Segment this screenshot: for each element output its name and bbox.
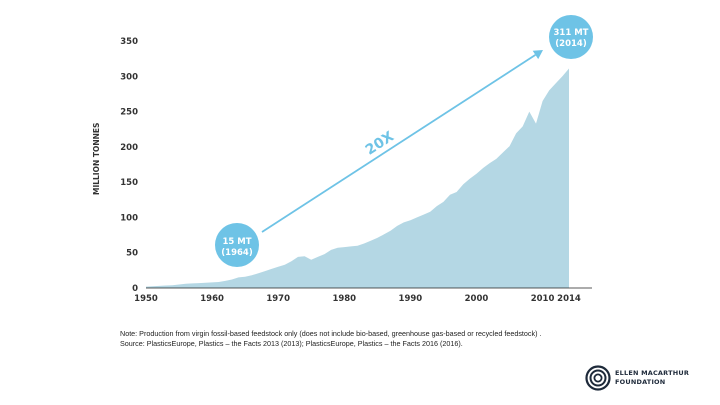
- y-tick-label: 50: [126, 249, 138, 259]
- brand-logo: ELLEN MACARTHUR FOUNDATION: [585, 363, 705, 393]
- y-axis-label: MILLION TONNES: [92, 123, 101, 195]
- footnote-source: Source: PlasticsEurope, Plastics – the F…: [120, 339, 463, 348]
- y-tick-label: 100: [120, 213, 138, 223]
- y-tick-label: 350: [120, 37, 138, 47]
- x-tick-label: 2000: [465, 294, 489, 304]
- x-tick-label: 2010: [531, 294, 555, 304]
- y-tick-label: 200: [120, 143, 138, 153]
- x-tick-label: 1970: [266, 294, 290, 304]
- y-tick-label: 150: [120, 178, 138, 188]
- start-value-label: 15 MT: [222, 237, 251, 247]
- area-series: [146, 68, 569, 288]
- concentric-circles-logo-icon: [585, 365, 611, 391]
- x-tick-label: 1950: [134, 294, 158, 304]
- growth-arrow-head: [532, 50, 543, 60]
- y-axis-ticks: 350 300 250 200 150 100 50 0: [120, 37, 138, 294]
- growth-arrow: [261, 54, 536, 233]
- y-tick-label: 300: [120, 72, 138, 82]
- brand-name-line2: FOUNDATION: [615, 377, 666, 386]
- footnote-note: Note: Production from virgin fossil-base…: [120, 329, 542, 338]
- brand-name-line1: ELLEN MACARTHUR: [615, 369, 690, 377]
- start-value-bubble: 15 MT (1964): [215, 223, 259, 267]
- y-tick-label: 0: [132, 284, 138, 294]
- x-tick-label: 2014: [557, 294, 581, 304]
- multiplier-label: 20X: [363, 129, 397, 159]
- end-value-label: 311 MT: [554, 28, 589, 38]
- end-value-bubble: 311 MT (2014): [549, 15, 593, 59]
- x-tick-label: 1960: [200, 294, 224, 304]
- y-tick-label: 250: [120, 108, 138, 118]
- x-tick-label: 1990: [399, 294, 423, 304]
- end-year-label: (2014): [555, 39, 587, 49]
- start-year-label: (1964): [221, 248, 253, 258]
- footnote: Note: Production from virgin fossil-base…: [120, 329, 640, 349]
- x-axis-ticks: 1950 1960 1970 1980 1990 2000 2010 2014: [134, 294, 581, 304]
- x-tick-label: 1980: [332, 294, 356, 304]
